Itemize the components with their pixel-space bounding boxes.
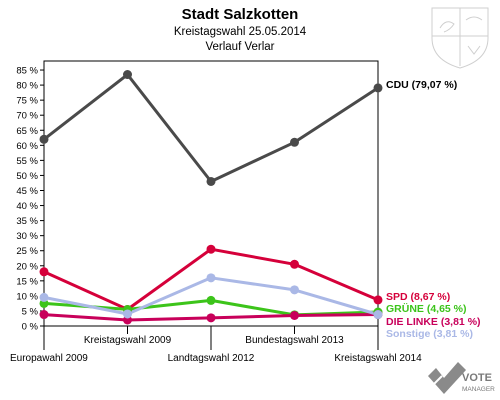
series-end-label: Sonstige (3,81 %) — [386, 328, 473, 340]
y-tick-label: 30 % — [16, 231, 38, 242]
data-point — [206, 313, 216, 323]
y-tick-label: 50 % — [16, 171, 38, 182]
data-point — [206, 295, 216, 305]
data-point — [373, 83, 383, 93]
y-tick-label: 5 % — [22, 306, 39, 317]
coat-of-arms-icon — [431, 7, 489, 69]
y-tick-label: 20 % — [16, 261, 38, 272]
y-tick-label: 75 % — [16, 96, 38, 107]
logo-text-manager: MANAGER — [462, 386, 495, 393]
data-point — [206, 273, 216, 283]
y-tick-label: 55 % — [16, 156, 38, 167]
data-point — [39, 134, 49, 144]
data-point — [123, 70, 132, 80]
data-point — [206, 176, 216, 186]
data-point — [290, 137, 299, 147]
y-tick-label: 10 % — [16, 291, 38, 302]
y-tick-label: 15 % — [16, 276, 38, 287]
chart-subtitle: Kreistagswahl 25.05.2014 — [174, 26, 307, 38]
series-end-label: SPD (8,67 %) — [386, 291, 450, 303]
series-points — [39, 70, 383, 325]
x-tick-label: Bundestagswahl 2013 — [245, 335, 344, 346]
y-tick-label: 35 % — [16, 216, 38, 227]
logo-text-vote: VOTE — [462, 372, 492, 384]
data-point — [290, 285, 299, 295]
chart-title: Stadt Salzkotten — [182, 6, 299, 23]
data-point — [290, 310, 299, 320]
y-tick-label: 80 % — [16, 81, 38, 92]
vote-manager-logo: VOTE MANAGER — [428, 362, 495, 394]
series-end-label: DIE LINKE (3,81 %) — [386, 316, 481, 328]
y-tick-label: 25 % — [16, 246, 38, 257]
data-point — [373, 295, 383, 305]
chart-subtitle-2: Verlauf Verlar — [205, 41, 274, 53]
data-point — [39, 292, 49, 302]
check-mark-icon — [428, 362, 466, 394]
series-end-label: GRÜNE (4,65 %) — [386, 302, 467, 315]
y-tick-label: 65 % — [16, 126, 38, 137]
x-tick-label: Europawahl 2009 — [10, 353, 88, 364]
x-tick-label: Kreistagswahl 2014 — [334, 353, 422, 364]
series-end-label: CDU (79,07 %) — [386, 79, 457, 91]
y-tick-label: 85 % — [16, 66, 38, 77]
y-tick-label: 70 % — [16, 111, 38, 122]
data-point — [373, 310, 383, 320]
data-point — [39, 267, 49, 277]
data-point — [39, 310, 49, 320]
axis-ticks: 0 % 5 % 10 % 15 % 20 % 25 % 30 % 35 % 40 % 45 % 50… — [10, 66, 422, 364]
y-tick-label: 0 % — [22, 322, 39, 333]
y-tick-label: 45 % — [16, 186, 38, 197]
data-point — [206, 244, 216, 254]
y-tick-label: 40 % — [16, 201, 38, 212]
x-tick-label: Landtagswahl 2012 — [168, 353, 255, 364]
x-tick-label: Kreistagswahl 2009 — [84, 335, 172, 346]
series-labels: CDU (79,07 %) SPD (8,67 %)GRÜNE (4,65 %)D… — [386, 79, 481, 340]
y-tick-label: 60 % — [16, 141, 38, 152]
data-point — [123, 309, 132, 319]
data-point — [290, 259, 299, 269]
